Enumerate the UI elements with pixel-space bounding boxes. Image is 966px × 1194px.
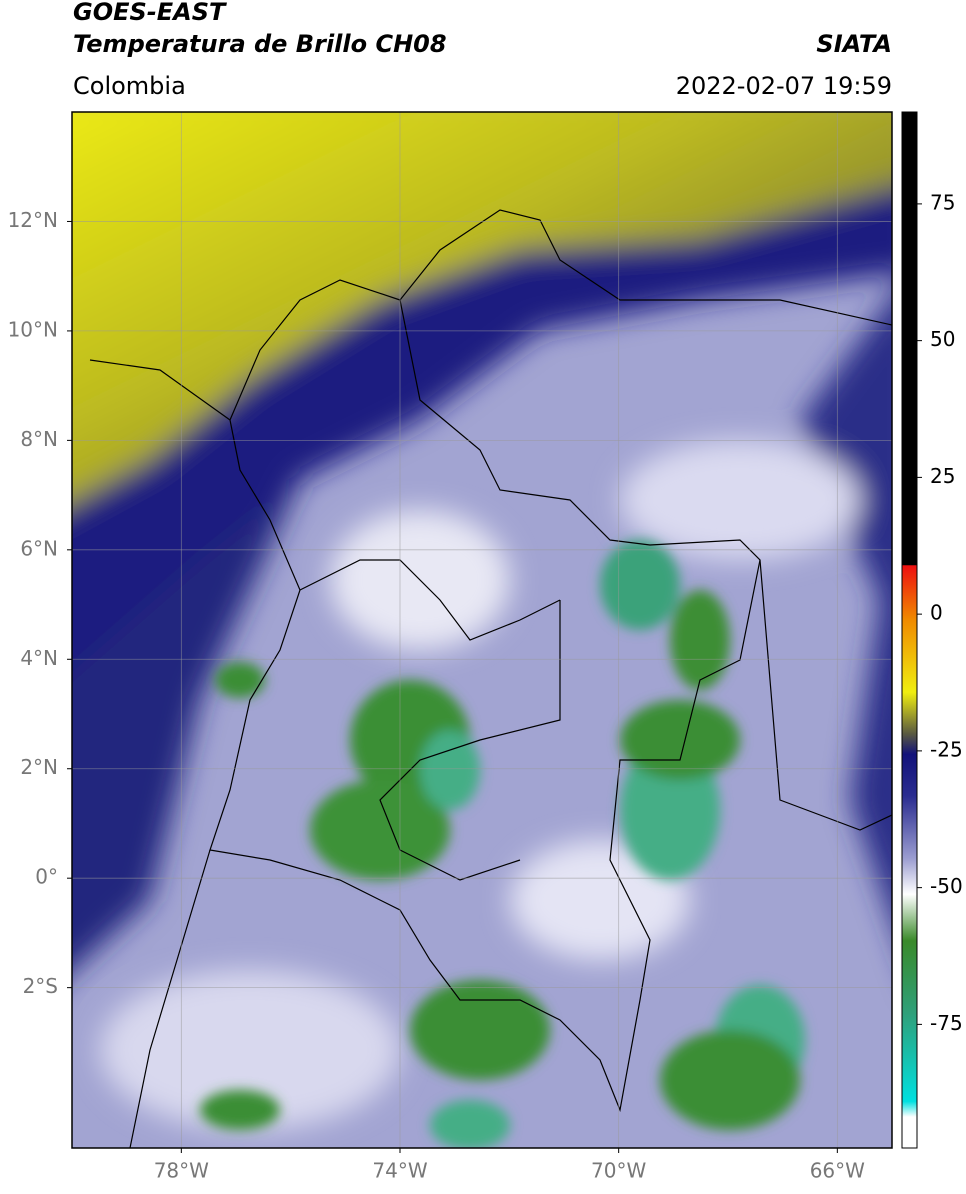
datetime: 2022-02-07 19:59 bbox=[676, 72, 892, 100]
colorbar-tick-label: 0 bbox=[930, 601, 943, 625]
lat-tick-label: 2°N bbox=[20, 755, 58, 779]
colorbar-tick-label: 75 bbox=[930, 190, 955, 214]
colorbar-tick-label: -25 bbox=[930, 737, 963, 761]
lon-tick-label: 78°W bbox=[154, 1159, 209, 1183]
map-frame bbox=[71, 111, 893, 1149]
lat-tick-label: 2°S bbox=[23, 974, 58, 998]
lat-tick-label: 12°N bbox=[8, 208, 58, 232]
lat-tick-label: 10°N bbox=[8, 317, 58, 341]
lat-tick-label: 0° bbox=[35, 865, 58, 889]
satellite-image bbox=[72, 112, 892, 1148]
colorbar-tick-label: 25 bbox=[930, 464, 955, 488]
colorbar-tick-label: -75 bbox=[930, 1011, 963, 1035]
lat-tick-label: 8°N bbox=[20, 427, 58, 451]
subtitle: Temperatura de Brillo CH08 bbox=[73, 30, 447, 58]
lat-tick-label: 4°N bbox=[20, 646, 58, 670]
title: GOES-EAST bbox=[73, 0, 227, 26]
lon-tick-label: 74°W bbox=[372, 1159, 427, 1183]
colorbar bbox=[901, 111, 918, 1149]
graticule bbox=[72, 112, 892, 1148]
source: SIATA bbox=[816, 30, 892, 58]
lon-tick-label: 70°W bbox=[591, 1159, 646, 1183]
colorbar-tick-label: 50 bbox=[930, 327, 955, 351]
region: Colombia bbox=[73, 72, 186, 100]
lon-tick-label: 66°W bbox=[810, 1159, 865, 1183]
colorbar-tick-label: -50 bbox=[930, 874, 963, 898]
lat-tick-label: 6°N bbox=[20, 536, 58, 560]
